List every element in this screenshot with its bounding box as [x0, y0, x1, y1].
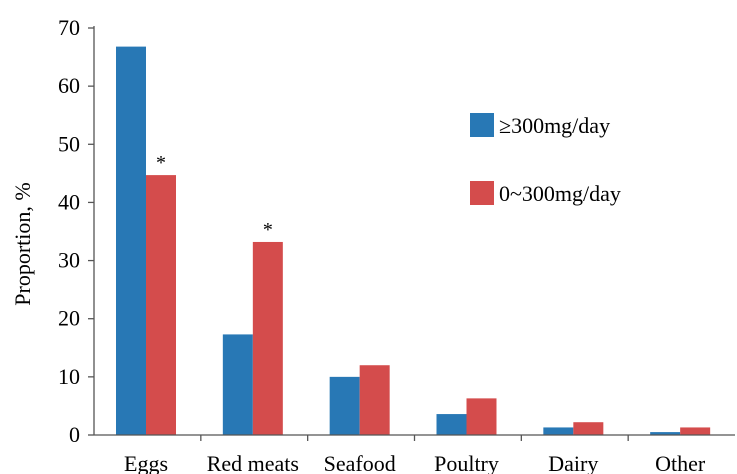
y-tick-label: 50: [58, 131, 80, 156]
bar-series1: [543, 427, 574, 435]
y-tick-label: 20: [58, 306, 80, 331]
legend-swatch: [470, 181, 494, 205]
y-axis-title: Proportion, %: [10, 182, 35, 305]
bar-series1: [222, 334, 253, 435]
y-tick-label: 30: [58, 248, 80, 273]
significance-marker: *: [263, 219, 273, 241]
y-tick-label: 0: [69, 422, 80, 447]
bar-series2: [573, 422, 604, 435]
y-ticks-group: 0 10 20 30 40 50 60 70: [58, 15, 94, 447]
bar-series2: [466, 398, 497, 435]
annotations-group: **: [156, 152, 273, 241]
x-ticks-group: Eggs Red meats Seafood Poultry Dairy Other: [124, 435, 706, 474]
y-tick-label: 40: [58, 189, 80, 214]
x-tick-label: Red meats: [207, 451, 299, 474]
significance-marker: *: [156, 152, 166, 174]
bar-series2: [359, 365, 390, 435]
legend-swatch: [470, 113, 494, 137]
bars-group: [116, 46, 711, 435]
y-tick-label: 70: [58, 15, 80, 40]
bar-series2: [252, 241, 283, 435]
x-tick-label: Seafood: [324, 451, 396, 474]
bar-series1: [650, 432, 681, 435]
y-tick-label: 10: [58, 364, 80, 389]
bar-series2: [146, 175, 176, 435]
bar-series2: [680, 427, 711, 435]
x-tick-label: Poultry: [434, 451, 499, 474]
x-tick-label: Eggs: [124, 451, 168, 474]
bar-series1: [116, 46, 146, 435]
bar-series1: [329, 376, 360, 435]
legend-label: ≥300mg/day: [499, 113, 610, 138]
bar-series1: [436, 414, 467, 435]
x-tick-label: Other: [655, 451, 706, 474]
legend: ≥300mg/day 0~300mg/day: [470, 113, 621, 206]
legend-label: 0~300mg/day: [499, 181, 621, 206]
y-tick-label: 60: [58, 73, 80, 98]
x-tick-label: Dairy: [548, 451, 598, 474]
